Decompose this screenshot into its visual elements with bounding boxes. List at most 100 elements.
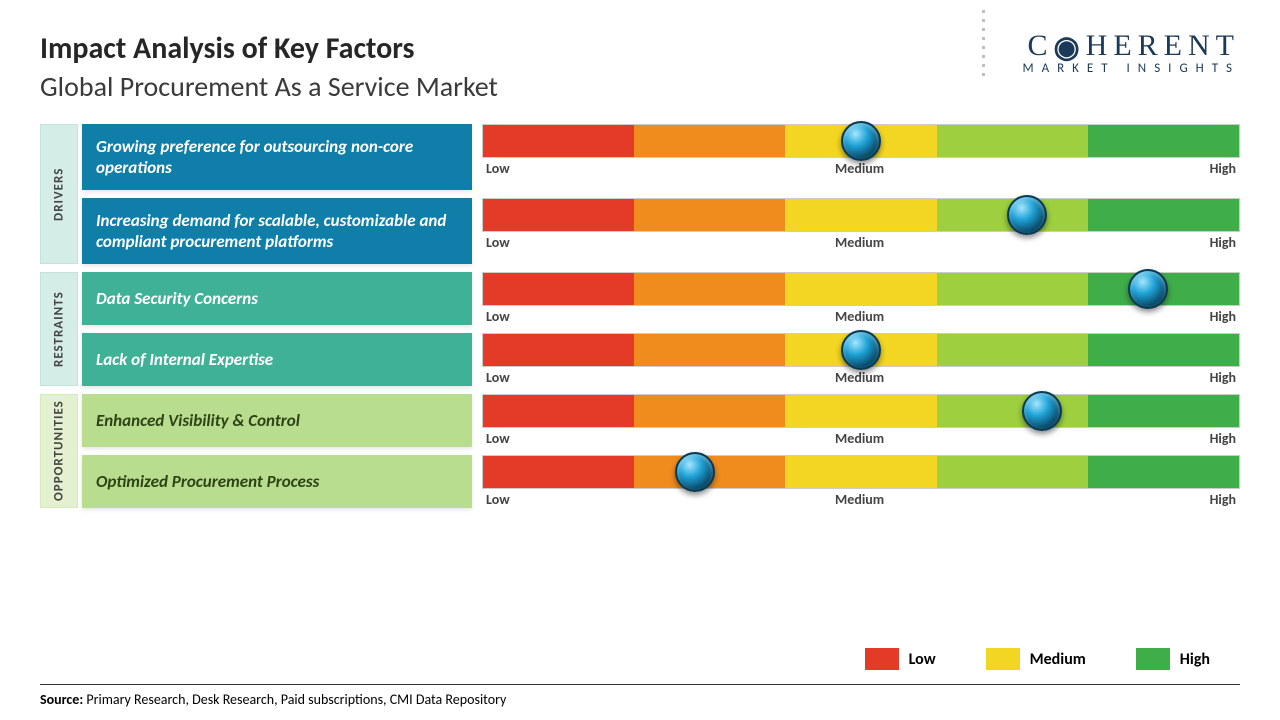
legend-swatch [865, 648, 899, 670]
factor-row: Increasing demand for scalable, customiz… [82, 198, 1240, 264]
axis-label-high: High [1210, 430, 1236, 447]
slider-track [482, 198, 1240, 232]
factor-row: Enhanced Visibility & Control Low Medium Hi… [82, 394, 1240, 447]
source-citation: Source: Primary Research, Desk Research,… [40, 684, 1240, 708]
axis-label-medium: Medium [835, 430, 884, 447]
content-area: DRIVERSGrowing preference for outsourcin… [0, 116, 1280, 508]
impact-slider: Low Medium High [482, 272, 1240, 325]
source-text: Primary Research, Desk Research, Paid su… [83, 691, 506, 708]
legend-swatch [986, 648, 1020, 670]
factor-row: Lack of Internal Expertise Low Medium High [82, 333, 1240, 386]
slider-segment [937, 395, 1088, 427]
factor-label: Lack of Internal Expertise [82, 333, 472, 386]
header: Impact Analysis of Key Factors Global Pr… [0, 0, 1280, 116]
category-label-opportunities: OPPORTUNITIES [40, 394, 78, 508]
axis-label-medium: Medium [835, 491, 884, 508]
slider-segment [1088, 395, 1239, 427]
slider-segment [785, 199, 936, 231]
impact-slider: Low Medium High [482, 333, 1240, 386]
impact-slider: LowMediumHigh [482, 198, 1240, 264]
slider-track [482, 394, 1240, 428]
slider-segment [483, 273, 634, 305]
slider-segment [785, 395, 936, 427]
axis-label-medium: Medium [835, 160, 884, 177]
axis-label-low: Low [486, 308, 510, 325]
legend-label: Low [909, 650, 936, 669]
category-rows: Growing preference for outsourcing non-c… [82, 124, 1240, 264]
slider-segment [483, 334, 634, 366]
brand-logo: C◉HERENT MARKET INSIGHTS [1022, 28, 1240, 76]
slider-segment [483, 395, 634, 427]
slider-segment [937, 125, 1088, 157]
slider-axis-labels: Low Medium High [482, 306, 1240, 325]
slider-knob [675, 452, 715, 492]
category-drivers: DRIVERSGrowing preference for outsourcin… [40, 124, 1240, 264]
legend: Low Medium High [865, 648, 1210, 670]
legend-item: Low [865, 648, 936, 670]
slider-segment [1088, 125, 1239, 157]
decorative-dots [982, 10, 985, 76]
category-restraints: RESTRAINTSData Security Concerns Low Mediu… [40, 272, 1240, 386]
axis-label-high: High [1210, 308, 1236, 325]
factor-row: Optimized Procurement Process Low Medium Hi… [82, 455, 1240, 508]
axis-label-medium: Medium [835, 369, 884, 386]
factor-label: Increasing demand for scalable, customiz… [82, 198, 472, 264]
impact-slider: Low Medium High [482, 455, 1240, 508]
slider-segment [1088, 199, 1239, 231]
slider-knob [841, 330, 881, 370]
category-label-drivers: DRIVERS [40, 124, 78, 264]
axis-label-low: Low [486, 491, 510, 508]
legend-swatch [1136, 648, 1170, 670]
slider-segment [634, 395, 785, 427]
slider-knob [1007, 195, 1047, 235]
category-rows: Data Security ConcernsLowMediumHighLack … [82, 272, 1240, 386]
slider-axis-labels: Low Medium High [482, 489, 1240, 508]
slider-segment [1088, 456, 1239, 488]
axis-label-low: Low [486, 160, 510, 177]
category-opportunities: OPPORTUNITIESEnhanced Visibility & Contr… [40, 394, 1240, 508]
factor-label: Growing preference for outsourcing non-c… [82, 124, 472, 190]
axis-label-low: Low [486, 430, 510, 447]
slider-segment [1088, 334, 1239, 366]
slider-track [482, 333, 1240, 367]
category-rows: Enhanced Visibility & Control Low Medium Hi… [82, 394, 1240, 508]
legend-item: High [1136, 648, 1210, 670]
axis-label-high: High [1210, 234, 1236, 251]
slider-knob [1022, 391, 1062, 431]
axis-label-medium: Medium [835, 308, 884, 325]
axis-label-low: Low [486, 369, 510, 386]
slider-segment [634, 199, 785, 231]
impact-slider: Low Medium High [482, 124, 1240, 190]
slider-track [482, 272, 1240, 306]
factor-label: Data Security Concerns [82, 272, 472, 325]
slider-segment [483, 125, 634, 157]
slider-axis-labels: Low Medium High [482, 428, 1240, 447]
slider-segment [937, 273, 1088, 305]
slider-segment [483, 456, 634, 488]
slider-axis-labels: LowMediumHigh [482, 232, 1240, 251]
legend-label: High [1180, 650, 1210, 669]
logo-text: C◉HERENT [1022, 28, 1240, 63]
slider-segment [634, 273, 785, 305]
factor-label: Enhanced Visibility & Control [82, 394, 472, 447]
axis-label-medium: Medium [835, 234, 884, 251]
slider-segment [785, 273, 936, 305]
axis-label-high: High [1210, 160, 1236, 177]
slider-segment [937, 456, 1088, 488]
slider-segment [785, 456, 936, 488]
slider-knob [1128, 269, 1168, 309]
impact-slider: Low Medium High [482, 394, 1240, 447]
factor-row: Growing preference for outsourcing non-c… [82, 124, 1240, 190]
slider-knob [841, 121, 881, 161]
slider-track [482, 455, 1240, 489]
legend-item: Medium [986, 648, 1086, 670]
slider-segment [483, 199, 634, 231]
category-label-restraints: RESTRAINTS [40, 272, 78, 386]
slider-track [482, 124, 1240, 158]
slider-segment [634, 334, 785, 366]
axis-label-high: High [1210, 491, 1236, 508]
factor-row: Data Security Concerns Low Medium High [82, 272, 1240, 325]
axis-label-high: High [1210, 369, 1236, 386]
factor-label: Optimized Procurement Process [82, 455, 472, 508]
slider-segment [634, 125, 785, 157]
